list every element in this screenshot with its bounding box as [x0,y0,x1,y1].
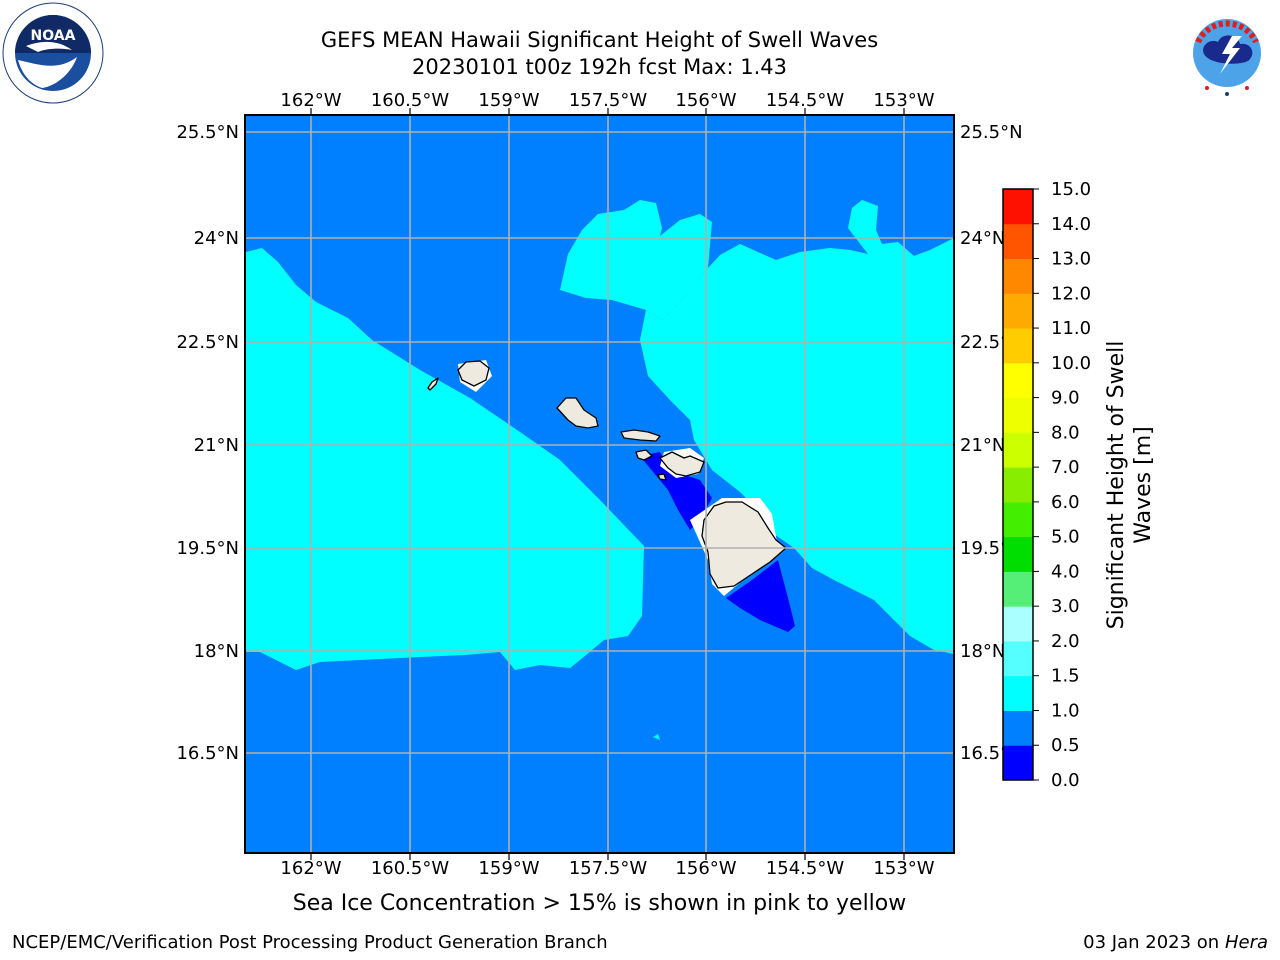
colorbar-tick-label-7: 5.0 [1051,527,1080,548]
swell-region-north-central [560,200,712,320]
colorbar-segment-4 [1003,606,1033,642]
lat-labels-left: 25.5°N 24°N 22.5°N 21°N 19.5°N 18°N 16.5… [176,122,239,764]
footer-date-text: 03 Jan 2023 on [1083,932,1225,953]
colorbar-tick-label-1: 0.5 [1051,735,1080,756]
nws-logo [1178,4,1276,102]
island-molokai [620,429,661,442]
footer-credit: NCEP/EMC/Verification Post Processing Pr… [12,932,608,953]
swell-region-west [246,248,644,670]
footer-host: Hera [1224,932,1268,953]
footer-date: 03 Jan 2023 on Hera [1083,932,1268,953]
map-frame [244,114,955,854]
swell-region-lee-maui [640,452,712,530]
lon-label-bottom-6: 154.5°W [766,858,845,879]
lon-label-top-1: 162°W [280,90,341,111]
lat-label-right-1: 25.5°N [960,122,1023,143]
colorbar-segment-2 [1003,675,1033,711]
swell-spot-south [653,734,660,740]
colorbar-tick-label-9: 7.0 [1051,457,1080,478]
colorbar-tick-label-0: 0.0 [1051,770,1080,791]
colorbar-segment-7 [1003,501,1033,538]
colorbar-tick-label-5: 3.0 [1051,596,1080,617]
colorbar-tick-label-16: 14.0 [1051,214,1091,235]
lon-label-bottom-2: 160.5°W [371,858,450,879]
colorbar-segment-6 [1003,536,1033,572]
colorbar-tick-label-8: 6.0 [1051,492,1080,513]
colorbar-tick-label-11: 9.0 [1051,388,1080,409]
colorbar-tick-label-13: 11.0 [1051,318,1091,339]
hawaiian-islands [427,360,787,589]
lon-label-bottom-3: 159°W [478,858,539,879]
colorbar-segment-5 [1003,571,1033,607]
colorbar: 0.0 0.5 1.0 1.5 2.0 3.0 4.0 5.0 6.0 7.0 8.0 9.0 10.0… [1002,179,1156,791]
lat-label-right-6: 18°N [960,641,1005,662]
colorbar-label-line-1: Waves [m] [1131,426,1156,543]
lat-label-right-2: 24°N [960,228,1005,249]
colorbar-segment-3 [1003,640,1033,677]
colorbar-tick-label-14: 12.0 [1051,283,1091,304]
lon-labels-bottom: 162°W 160.5°W 159°W 157.5°W 156°W 154.5°… [280,858,934,879]
colorbar-frame [1002,188,1034,781]
lon-label-top-6: 154.5°W [766,90,845,111]
lat-label-left-5: 19.5°N [176,538,239,559]
island-niihau [427,377,439,391]
lon-label-top-7: 153°W [873,90,934,111]
island-oahu [556,397,599,429]
island-lanai [635,449,653,461]
colorbar-segment-15 [1003,223,1033,260]
colorbar-segment-8 [1003,467,1033,503]
noaa-logo: NOAA [2,2,104,104]
colorbar-segment-10 [1003,397,1033,433]
lon-label-bottom-5: 156°W [675,858,736,879]
colorbar-tick-label-15: 13.0 [1051,249,1091,270]
colorbar-label: Significant Height of SwellWaves [m] [1104,341,1156,630]
colorbar-segment-14 [1003,258,1033,294]
lon-label-bottom-4: 157.5°W [569,858,648,879]
lat-label-left-3: 22.5°N [176,332,239,353]
colorbar-segment-11 [1003,362,1033,399]
colorbar-tick-label-10: 8.0 [1051,422,1080,443]
lon-label-top-3: 159°W [478,90,539,111]
noaa-logo-text: NOAA [31,28,76,44]
lon-label-top-2: 160.5°W [371,90,450,111]
colorbar-tick-label-4: 2.0 [1051,631,1080,652]
colorbar-segment-13 [1003,293,1033,329]
lon-labels-top: 162°W 160.5°W 159°W 157.5°W 156°W 154.5°… [280,90,934,111]
colorbar-segment-1 [1003,710,1033,746]
lat-label-left-4: 21°N [194,435,239,456]
lon-label-top-5: 156°W [675,90,736,111]
lon-label-top-4: 157.5°W [569,90,648,111]
lat-label-left-6: 18°N [194,641,239,662]
lat-label-left-7: 16.5°N [176,743,239,764]
colorbar-tick-label-3: 1.5 [1051,666,1080,687]
map-gridlines [246,115,954,853]
colorbar-tick-label-2: 1.0 [1051,700,1080,721]
lat-label-right-4: 21°N [960,435,1005,456]
lat-label-left-1: 25.5°N [176,122,239,143]
colorbar-segment-9 [1003,432,1033,468]
sea-ice-footnote: Sea Ice Concentration > 15% is shown in … [292,891,907,916]
colorbar-segment-0 [1003,745,1033,781]
island-kahoolawe [657,473,667,481]
lon-label-bottom-7: 153°W [873,858,934,879]
island-maui [659,451,705,477]
island-hawaii [701,501,787,589]
lon-label-bottom-1: 162°W [280,858,341,879]
lat-label-left-2: 24°N [194,228,239,249]
colorbar-tick-label-17: 15.0 [1051,179,1091,200]
axis-ticks [310,108,905,860]
colorbar-tick-label-6: 4.0 [1051,561,1080,582]
island-kauai [457,360,490,387]
colorbar-tick-label-12: 10.0 [1051,353,1091,374]
map-subtitle: 20230101 t00z 192h fcst Max: 1.43 [412,55,787,79]
colorbar-label-line-0: Significant Height of Swell [1104,341,1129,630]
colorbar-segment-16 [1003,189,1033,225]
swell-region-lee-bigisland [726,560,795,632]
swell-region-northeast [640,200,954,654]
map-title: GEFS MEAN Hawaii Significant Height of S… [320,28,879,52]
colorbar-segment-12 [1003,328,1033,364]
